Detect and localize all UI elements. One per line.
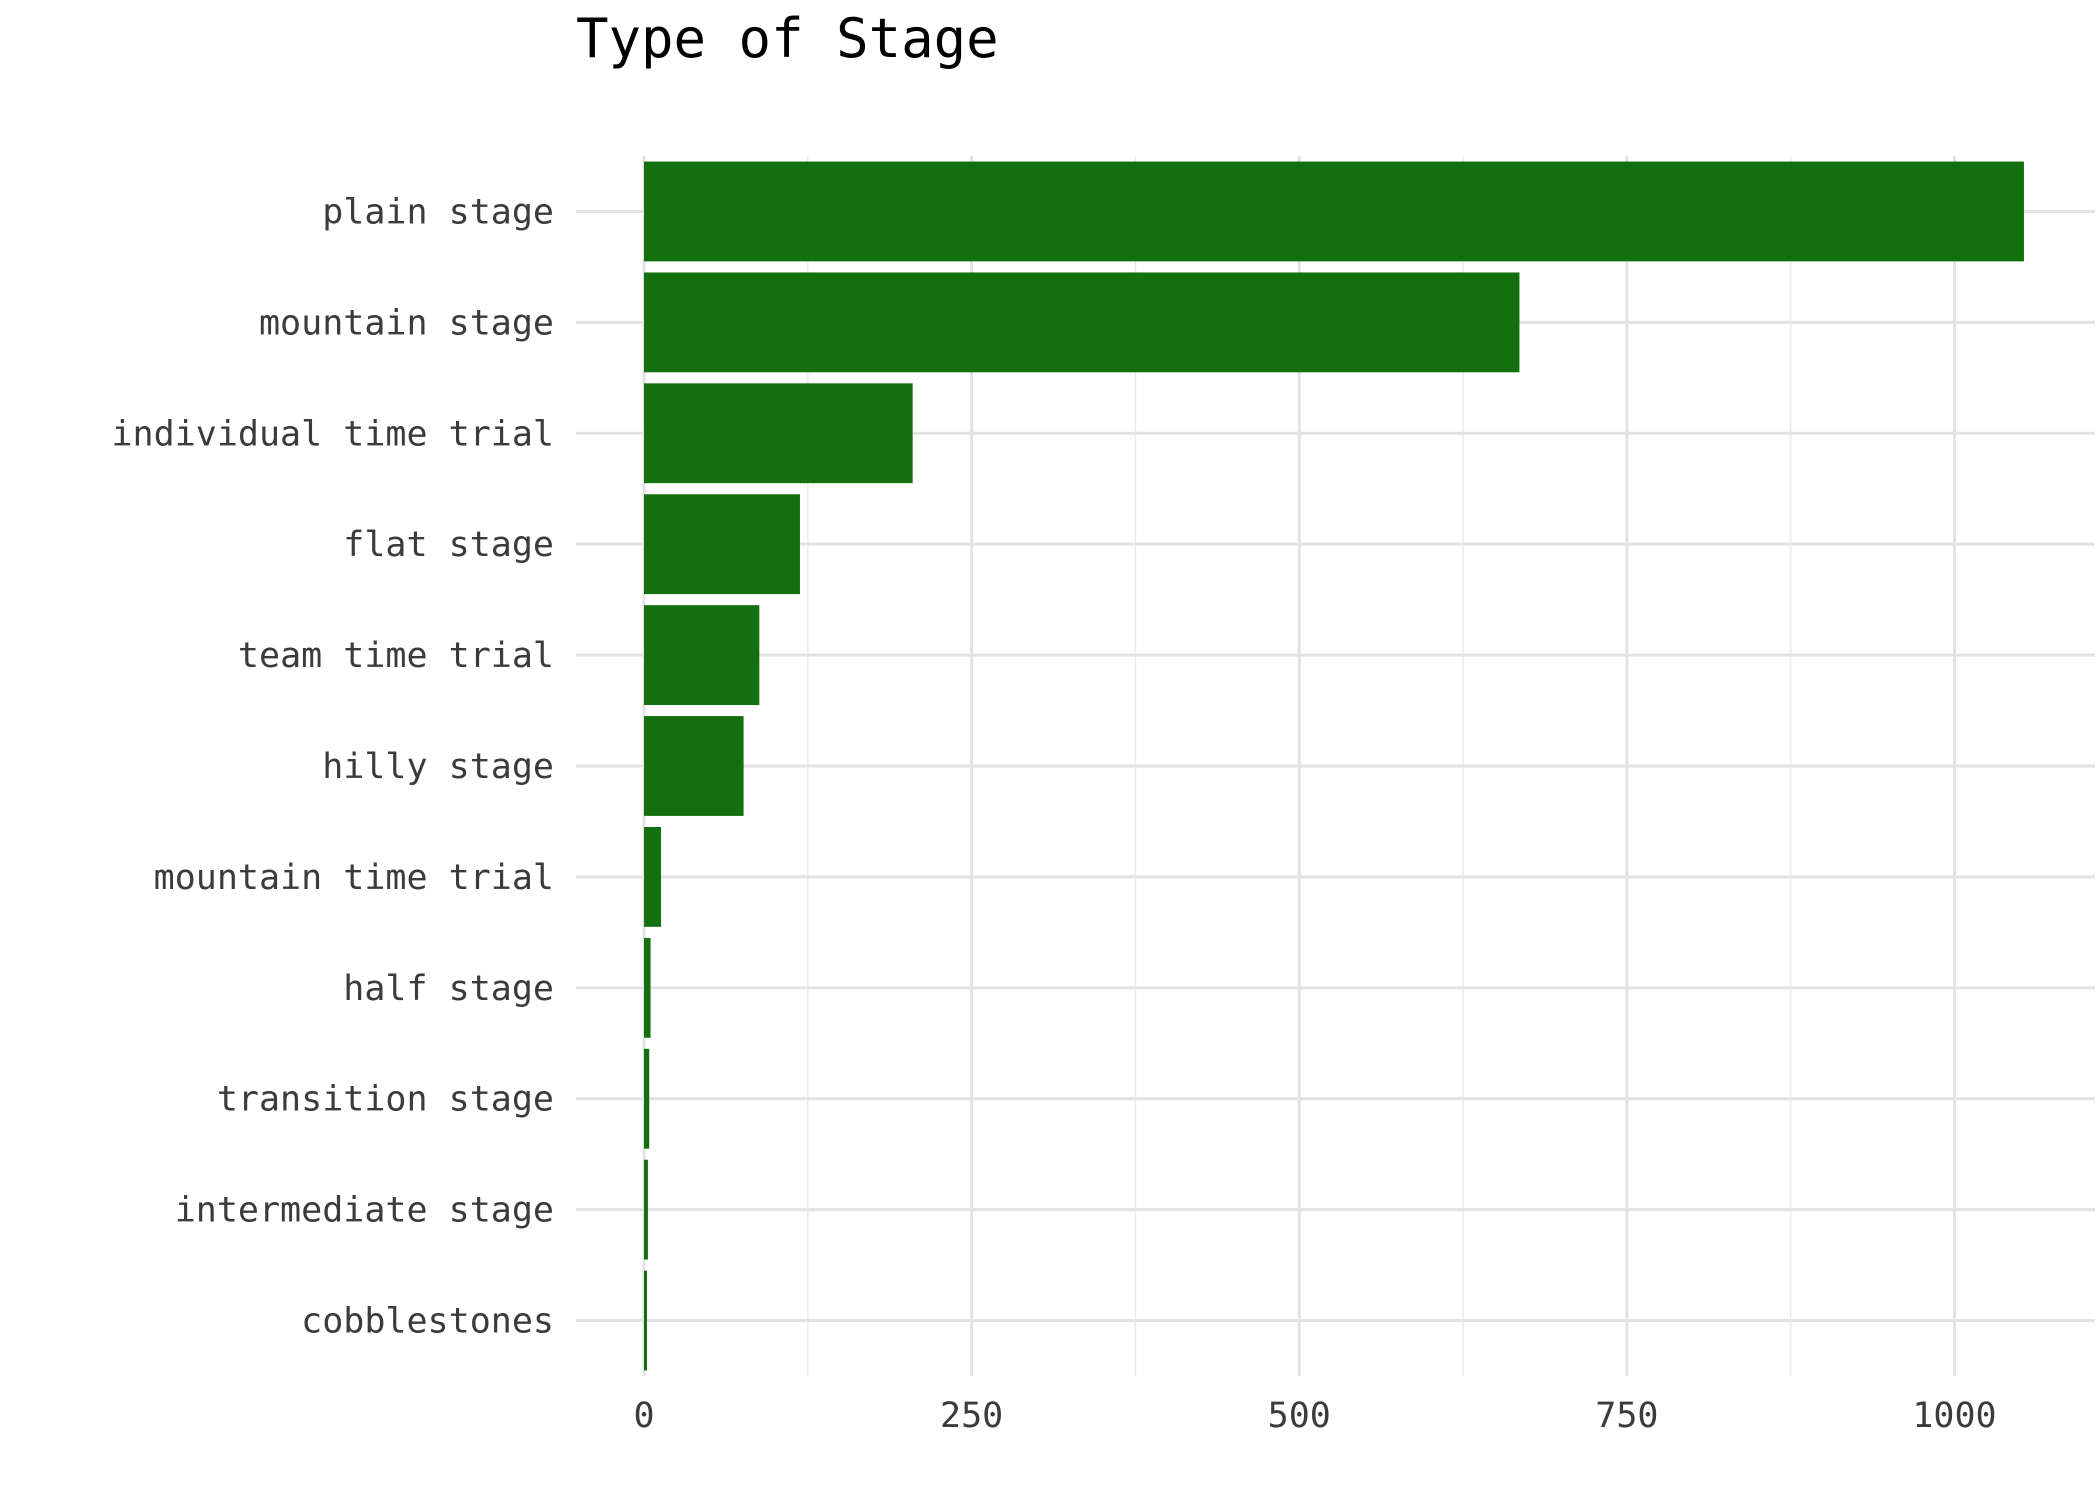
- x-tick-label: 1000: [1912, 1396, 1996, 1436]
- bars: [644, 161, 2024, 1371]
- bar-intermediate-stage: [644, 1159, 648, 1260]
- x-tick-label: 500: [1268, 1396, 1331, 1436]
- category-label: half stage: [343, 969, 554, 1009]
- category-label: team time trial: [238, 636, 554, 676]
- chart-title: Type of Stage: [576, 7, 999, 70]
- bar-team-time-trial: [644, 605, 760, 705]
- x-tick-label: 250: [940, 1396, 1003, 1436]
- bar-half-stage: [644, 937, 651, 1038]
- bar-hilly-stage: [644, 716, 744, 816]
- x-tick-label: 0: [633, 1396, 654, 1436]
- category-label: hilly stage: [322, 747, 554, 787]
- x-tick-label: 750: [1595, 1396, 1658, 1436]
- category-label: plain stage: [322, 192, 554, 232]
- category-labels: plain stage mountain stage individual time…: [111, 192, 554, 1341]
- bar-transition-stage: [644, 1048, 650, 1149]
- bar-mountain-stage: [644, 272, 1520, 373]
- bar-flat-stage: [644, 494, 800, 595]
- bar-plain-stage: [644, 161, 2024, 262]
- category-label: transition stage: [217, 1080, 554, 1120]
- bar-mountain-time-trial: [644, 827, 662, 927]
- bar-individual-time-trial: [644, 383, 913, 484]
- bar-cobblestones: [644, 1270, 647, 1371]
- category-label: mountain stage: [259, 303, 554, 343]
- category-label: intermediate stage: [175, 1191, 554, 1231]
- category-label: individual time trial: [111, 414, 554, 454]
- x-axis-tick-labels: 0 250 500 750 1000: [633, 1396, 1996, 1436]
- category-label: mountain time trial: [154, 858, 554, 898]
- category-label: flat stage: [343, 525, 554, 565]
- category-label: cobblestones: [301, 1302, 554, 1342]
